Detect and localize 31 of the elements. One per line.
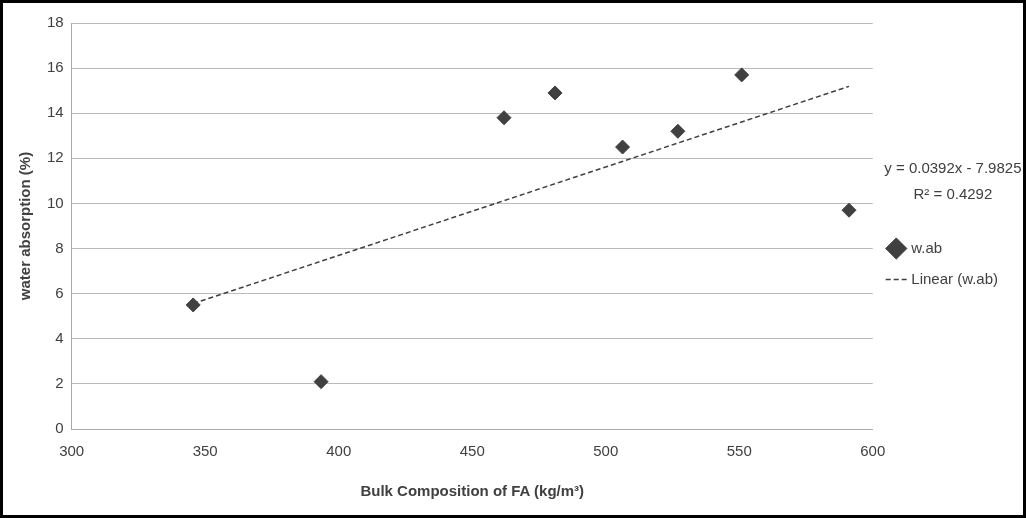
y-tick-label: 14: [47, 103, 64, 121]
y-tick-label: 18: [47, 13, 64, 31]
x-tick-label: 300: [59, 442, 85, 460]
x-tick-label: 550: [726, 442, 752, 460]
point: [670, 123, 686, 139]
x-tick-label: 400: [326, 442, 352, 460]
point: [313, 374, 329, 390]
x-tick-label: 450: [459, 442, 485, 460]
text: R² = 0.4292: [913, 185, 993, 202]
y-tick-label: 12: [47, 148, 64, 166]
y-tick-label: 16: [47, 58, 64, 76]
legend-label: Linear (w.ab): [911, 269, 999, 287]
x-tick-label: 600: [860, 442, 886, 460]
y-tick-label: 0: [55, 419, 64, 437]
text: y = 0.0392x - 7.9825: [884, 159, 1022, 176]
x-axis-title: Bulk Composition of FA (kg/m³): [360, 482, 585, 500]
legend-label: w.ab: [910, 238, 943, 256]
y-tick-label: 10: [47, 193, 64, 211]
point: [496, 110, 512, 126]
y-tick-label: 2: [55, 374, 64, 392]
point: [547, 85, 563, 101]
x-tick-label: 500: [593, 442, 619, 460]
y-tick-label: 6: [55, 283, 64, 301]
point: [185, 297, 201, 313]
y-axis-title: water absorption (%): [16, 151, 34, 302]
x-tick-label: 350: [192, 442, 218, 460]
point: [615, 139, 631, 155]
point: [734, 67, 750, 83]
y-tick-label: 8: [55, 238, 64, 256]
y-tick-label: 4: [55, 328, 64, 346]
point: [841, 202, 857, 218]
